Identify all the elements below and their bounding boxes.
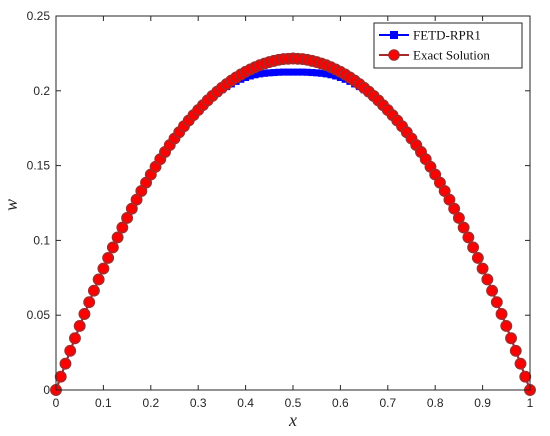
x-tick-label: 0 xyxy=(53,396,60,410)
legend-label-fetd: FETD-RPR1 xyxy=(413,28,481,43)
data-point-exact-solution xyxy=(486,284,499,297)
x-tick-label: 0.7 xyxy=(379,396,396,410)
data-point-exact-solution xyxy=(121,212,134,224)
data-point-exact-solution xyxy=(78,308,91,320)
x-tick-label: 0.9 xyxy=(474,396,491,410)
data-point-exact-solution xyxy=(102,251,115,264)
data-point-exact-solution xyxy=(500,320,513,332)
x-tick-label: 0.5 xyxy=(285,396,302,410)
x-tick-label: 0.3 xyxy=(190,396,207,410)
x-tick-label: 0.4 xyxy=(237,396,254,410)
x-tick-label: 0.8 xyxy=(427,396,444,410)
y-tick-label: 0.1 xyxy=(33,233,50,247)
data-point-exact-solution xyxy=(106,241,119,254)
data-point-exact-solution xyxy=(111,231,124,244)
data-point-exact-solution xyxy=(505,332,517,345)
series-layer xyxy=(50,52,536,396)
data-point-exact-solution xyxy=(97,262,110,275)
y-axis-label: w xyxy=(1,199,21,211)
data-point-exact-solution xyxy=(83,296,96,309)
legend-swatch-marker-fetd xyxy=(390,31,398,39)
data-point-exact-solution xyxy=(452,212,465,224)
legend-box xyxy=(373,22,523,69)
x-tick-label: 0.1 xyxy=(95,396,112,410)
data-point-exact-solution xyxy=(125,202,138,215)
data-point-exact-solution xyxy=(467,241,480,254)
data-point-exact-solution xyxy=(54,370,67,383)
data-point-exact-solution xyxy=(462,231,475,244)
legend-swatch-marker-exact xyxy=(388,49,400,61)
data-point-exact-solution xyxy=(514,357,527,370)
x-axis-label: x xyxy=(288,410,297,430)
data-point-exact-solution xyxy=(490,296,503,309)
data-point-exact-solution xyxy=(443,193,456,206)
legend-label-exact: Exact Solution xyxy=(413,48,490,63)
x-tick-label: 0.6 xyxy=(332,396,349,410)
data-point-exact-solution xyxy=(69,332,81,345)
y-tick-label: 0.05 xyxy=(27,308,51,322)
y-tick-label: 0.2 xyxy=(33,84,50,98)
data-point-exact-solution xyxy=(476,262,489,275)
legend: FETD-RPR1 Exact Solution xyxy=(373,22,523,69)
data-point-exact-solution xyxy=(87,284,100,297)
data-point-exact-solution xyxy=(59,357,72,370)
data-point-exact-solution xyxy=(73,320,86,332)
data-point-exact-solution xyxy=(92,273,105,286)
y-axis-ticks: 0 0.05 0.1 0.15 0.2 0.25 xyxy=(27,9,530,397)
data-point-exact-solution xyxy=(519,370,532,383)
data-point-exact-solution xyxy=(116,221,129,234)
x-axis-ticks: 0 0.1 0.2 0.3 0.4 0.5 0.6 0.7 0.8 0.9 1 xyxy=(53,16,534,410)
data-point-exact-solution xyxy=(457,221,470,234)
x-tick-label: 1 xyxy=(527,396,534,410)
series-exact-solution xyxy=(50,52,536,396)
data-point-exact-solution xyxy=(448,202,461,215)
data-point-exact-solution xyxy=(509,344,522,357)
y-tick-label: 0.25 xyxy=(27,9,51,23)
y-tick-label: 0.15 xyxy=(27,159,51,173)
data-point-exact-solution xyxy=(64,344,77,357)
data-point-exact-solution xyxy=(471,251,484,264)
data-point-exact-solution xyxy=(481,273,494,286)
y-tick-label: 0 xyxy=(43,383,50,397)
x-tick-label: 0.2 xyxy=(142,396,159,410)
data-point-exact-solution xyxy=(495,308,508,320)
